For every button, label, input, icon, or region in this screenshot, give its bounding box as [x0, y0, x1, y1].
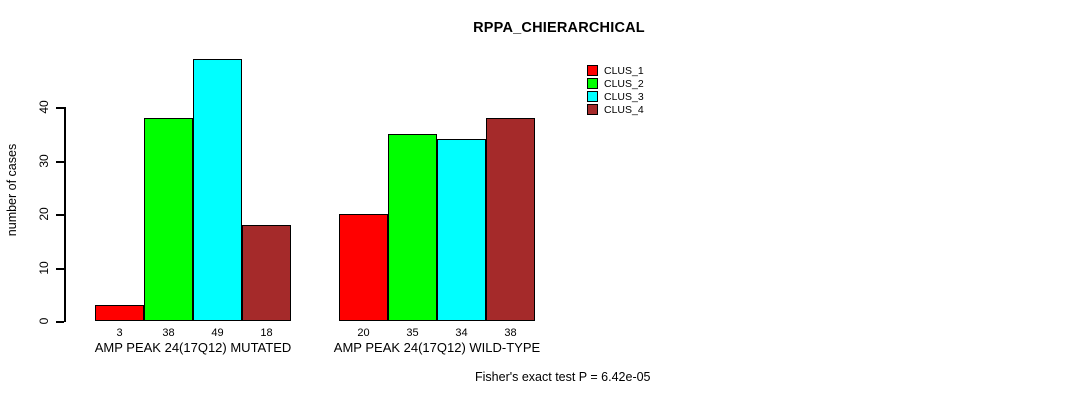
y-axis-tick: [56, 268, 64, 270]
y-axis-line: [64, 107, 66, 322]
bar-value-label: 20: [357, 327, 370, 339]
bar-value-label: 34: [455, 327, 468, 339]
bar-clus_2-group1: [144, 118, 193, 321]
bar-value-label: 35: [406, 327, 419, 339]
x-axis-group-label: AMP PEAK 24(17Q12) MUTATED: [94, 340, 292, 355]
bar-clus_1-group2: [339, 214, 388, 321]
legend-label: CLUS_2: [604, 77, 644, 90]
bar-clus_3-group2: [437, 139, 486, 321]
legend-item-clus_2: CLUS_2: [587, 77, 644, 90]
legend-swatch: [587, 91, 598, 102]
legend-label: CLUS_3: [604, 90, 644, 103]
y-axis-label: number of cases: [5, 143, 19, 237]
y-axis-tick-label: 10: [37, 261, 51, 275]
legend-swatch: [587, 78, 598, 89]
bar-clus_2-group2: [388, 134, 437, 321]
legend-swatch: [587, 65, 598, 76]
legend: CLUS_1 CLUS_2 CLUS_3 CLUS_4: [587, 64, 644, 116]
y-axis-tick: [56, 161, 64, 163]
y-axis-tick: [56, 107, 64, 109]
bar-clus_3-group1: [193, 59, 242, 321]
legend-item-clus_1: CLUS_1: [587, 64, 644, 77]
bar-value-label: 49: [211, 327, 224, 339]
legend-swatch: [587, 104, 598, 115]
y-axis-tick-label: 40: [37, 100, 51, 114]
legend-label: CLUS_1: [604, 64, 644, 77]
legend-label: CLUS_4: [604, 103, 644, 116]
y-axis-tick: [56, 321, 64, 323]
bar-clus_4-group1: [242, 225, 291, 321]
bar-clus_4-group2: [486, 118, 535, 321]
y-axis-tick-label: 0: [37, 317, 51, 325]
bar-clus_1-group1: [95, 305, 144, 321]
chart-title: RPPA_CHIERARCHICAL: [473, 20, 645, 36]
x-axis-group-label: AMP PEAK 24(17Q12) WILD-TYPE: [333, 340, 541, 355]
bar-value-label: 18: [260, 327, 273, 339]
legend-item-clus_3: CLUS_3: [587, 90, 644, 103]
y-axis-tick-label: 20: [37, 207, 51, 221]
fisher-test-annotation: Fisher's exact test P = 6.42e-05: [475, 370, 651, 384]
y-axis-tick-label: 30: [37, 154, 51, 168]
y-axis-tick: [56, 214, 64, 216]
bar-value-label: 38: [504, 327, 517, 339]
bar-value-label: 38: [162, 327, 175, 339]
legend-item-clus_4: CLUS_4: [587, 103, 644, 116]
bar-value-label: 3: [116, 327, 123, 339]
